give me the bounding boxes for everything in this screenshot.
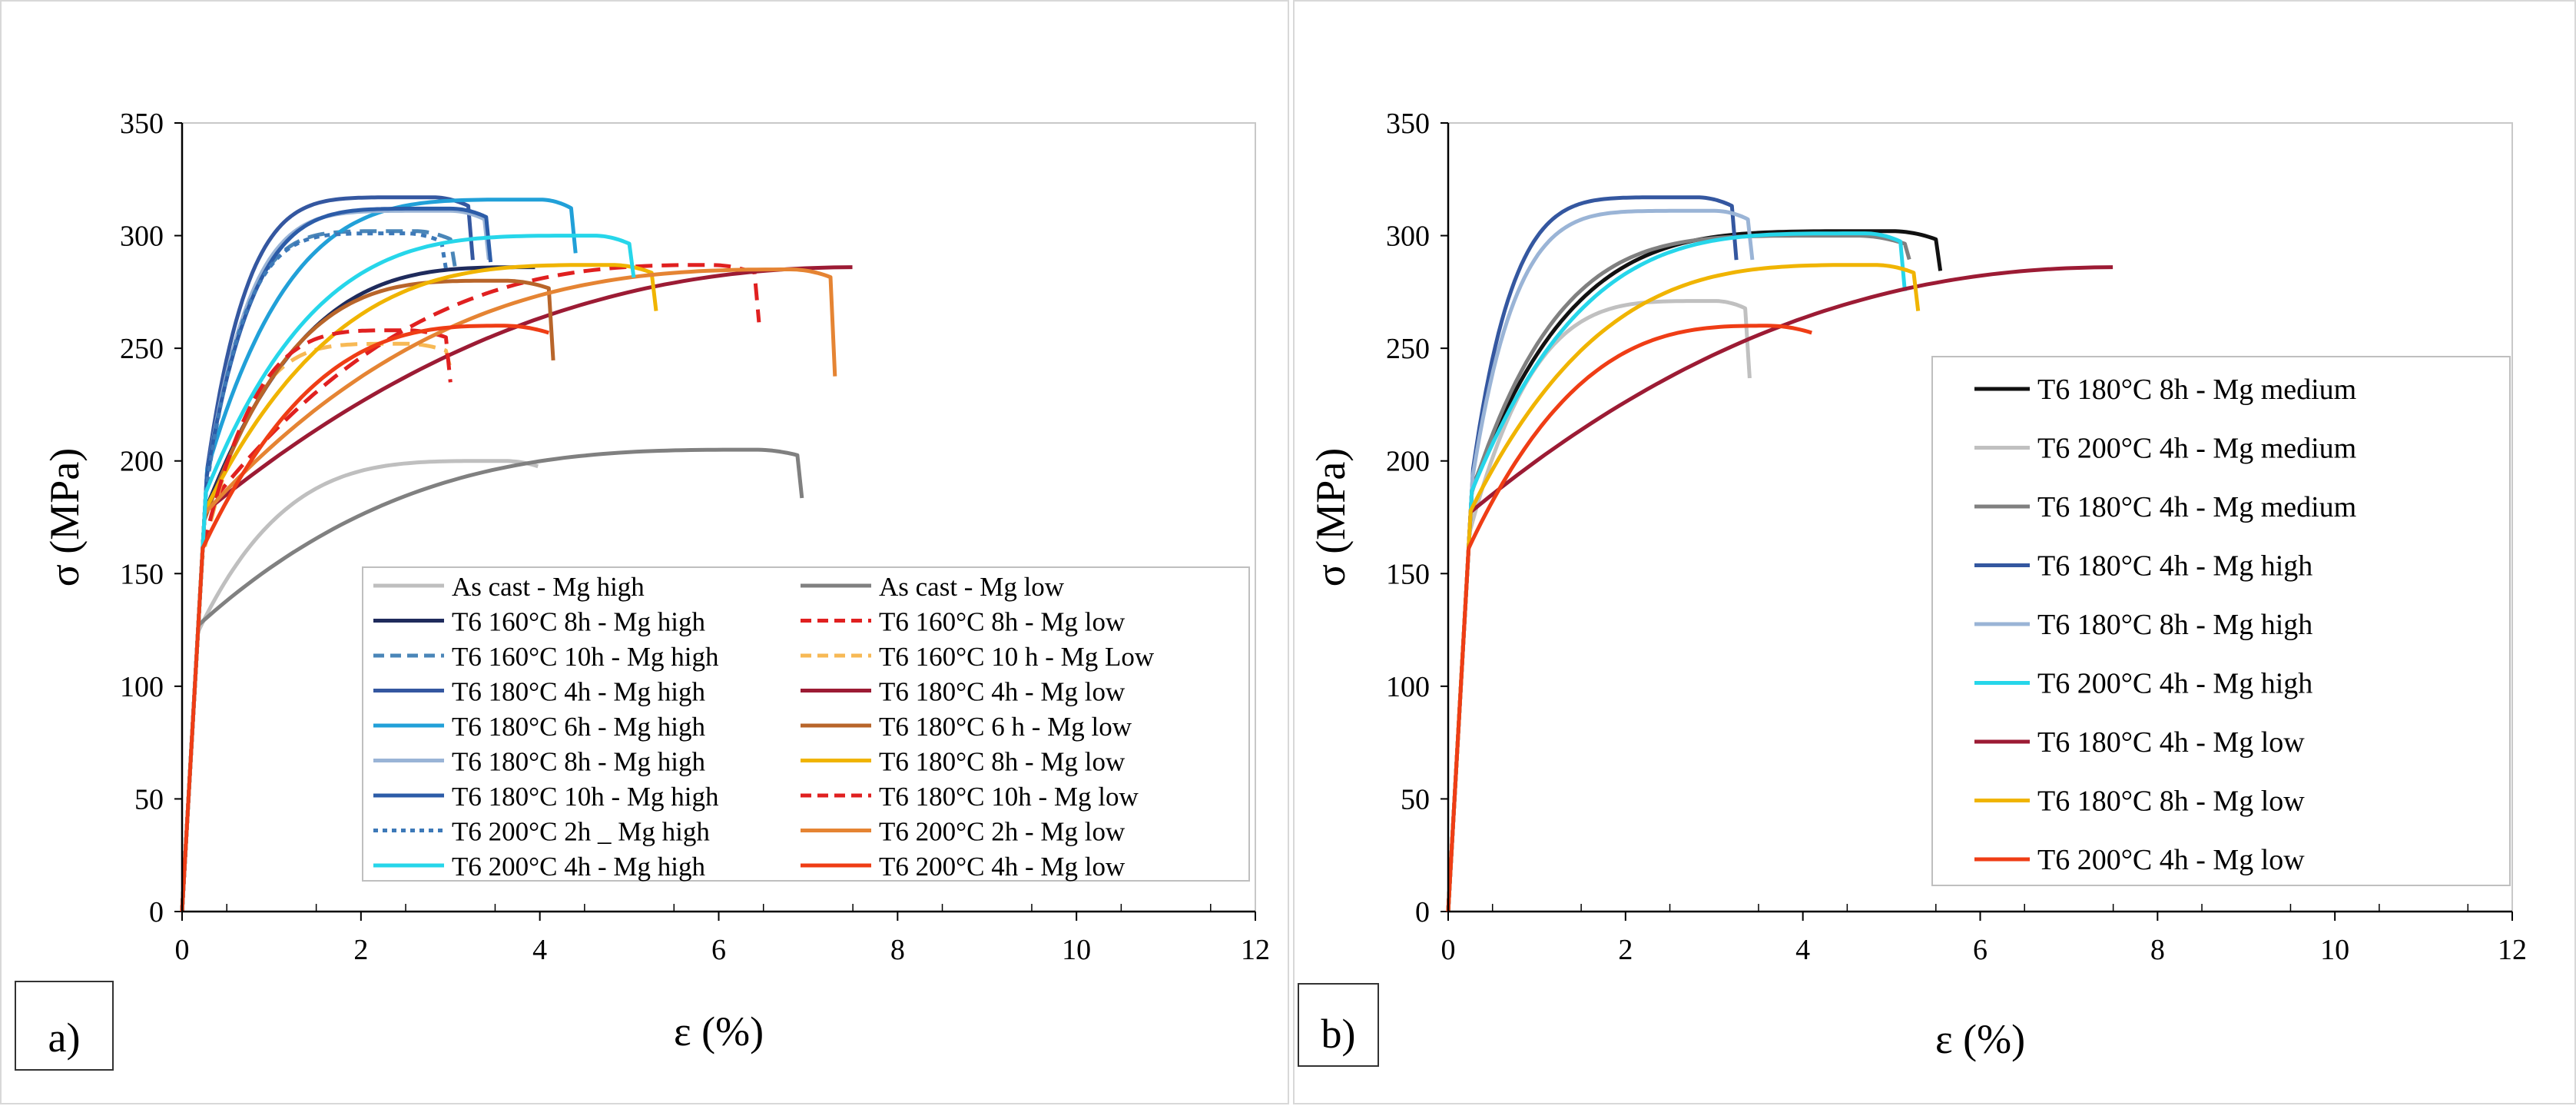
- legend-entry-label: T6 180°C 8h - Mg medium: [2037, 374, 2356, 406]
- legend-entry-label: T6 180°C 8h - Mg high: [2037, 609, 2312, 641]
- y-tick-label: 0: [149, 896, 164, 928]
- y-axis-label: σ (MPa): [1308, 448, 1354, 587]
- series-line: [180, 328, 453, 912]
- y-tick-label: 100: [1386, 671, 1430, 703]
- y-tick-label: 100: [120, 671, 164, 703]
- y-tick-label: 250: [1386, 333, 1430, 365]
- y-axis-label: σ (MPa): [41, 448, 88, 587]
- x-tick-label: 6: [711, 934, 726, 966]
- legend-entry-label: T6 180°C 8h - Mg low: [879, 747, 1126, 777]
- x-tick-label: 2: [1618, 934, 1633, 966]
- x-tick-label: 0: [1441, 934, 1456, 966]
- series-line: [180, 447, 804, 912]
- legend-entry-label: T6 200°C 2h _ Mg high: [452, 817, 710, 847]
- series-line: [1446, 324, 1812, 912]
- legend-entry-label: T6 180°C 8h - Mg high: [452, 747, 705, 777]
- panel-label: a): [48, 1015, 81, 1061]
- series-line: [1446, 208, 1755, 912]
- y-tick-label: 50: [134, 783, 164, 815]
- x-tick-label: 4: [532, 934, 547, 966]
- series-line: [1446, 234, 1911, 912]
- series-line: [180, 263, 658, 912]
- chart-panel-b: 0 50 100 150 200 250 300 350 0 2 4 6 8 10 12 ε (%) σ (MP…: [1293, 0, 2576, 1104]
- legend-entry-label: T6 200°C 4h - Mg high: [2037, 668, 2312, 700]
- series-line: [180, 278, 555, 912]
- x-tick-label: 10: [2320, 934, 2349, 966]
- series-line: [180, 324, 550, 912]
- series-line: [180, 263, 761, 912]
- x-tick-label: 12: [1241, 934, 1270, 966]
- legend-entry-label: T6 180°C 4h - Mg high: [2037, 550, 2312, 583]
- y-tick-label: 150: [1386, 558, 1430, 590]
- series-line: [1446, 195, 1739, 912]
- legend-entry-label: T6 180°C 8h - Mg low: [2037, 785, 2305, 818]
- legend-entry-label: T6 200°C 4h - Mg low: [2037, 844, 2305, 876]
- x-tick-label: 12: [2498, 934, 2527, 966]
- y-tick-label: 300: [1386, 221, 1430, 253]
- y-tick-label: 0: [1415, 896, 1430, 928]
- panel-label-box: [1298, 983, 1379, 1067]
- y-tick-label: 300: [120, 221, 164, 253]
- series-line: [1446, 231, 1907, 912]
- y-tick-label: 150: [120, 558, 164, 590]
- chart-a-svg: 0 50 100 150 200 250 300 350 0 2 4 6 8 10 12 ε (%) σ (MP…: [15, 108, 1270, 1071]
- legend-entry-label: T6 160°C 8h - Mg high: [452, 607, 705, 637]
- chart-b-svg: 0 50 100 150 200 250 300 350 0 2 4 6 8 10 12 ε (%) σ (MP…: [1298, 108, 2527, 1067]
- y-tick-label: 200: [1386, 446, 1430, 478]
- legend-box: [1931, 356, 2511, 886]
- series-line: [180, 234, 636, 912]
- legend-entry-label: T6 200°C 4h - Mg high: [452, 852, 705, 882]
- legend-entry-label: As cast - Mg high: [452, 572, 645, 602]
- series-line: [180, 206, 493, 912]
- legend-entry-label: T6 200°C 4h - Mg low: [879, 852, 1126, 882]
- x-tick-label: 4: [1795, 934, 1810, 966]
- x-axis-label: ε (%): [1935, 1016, 2025, 1062]
- series-line: [180, 459, 539, 912]
- legend-entry-label: T6 180°C 4h - Mg high: [452, 677, 705, 707]
- x-axis-label: ε (%): [674, 1008, 764, 1055]
- series-line: [180, 265, 853, 912]
- x-tick-label: 8: [890, 934, 905, 966]
- legend-entry-label: T6 200°C 2h - Mg low: [879, 817, 1126, 847]
- x-tick-label: 10: [1062, 934, 1091, 966]
- series-line: [180, 231, 448, 912]
- series-line: [180, 195, 475, 912]
- x-tick-label: 8: [2150, 934, 2165, 966]
- legend-entry-label: T6 200°C 4h - Mg medium: [2037, 433, 2356, 465]
- x-tick-label: 2: [353, 934, 368, 966]
- x-tick-label: 0: [175, 934, 190, 966]
- series-line: [180, 267, 837, 912]
- y-tick-label: 200: [120, 446, 164, 478]
- legend-entry-label: T6 180°C 4h - Mg low: [2037, 726, 2305, 759]
- y-tick-label: 350: [1386, 108, 1430, 140]
- legend-entry-label: T6 160°C 8h - Mg low: [879, 607, 1126, 637]
- series-line: [1446, 299, 1752, 912]
- series-line: [1446, 265, 2114, 912]
- legend-entry-label: T6 180°C 6 h - Mg low: [879, 712, 1132, 742]
- y-tick-label: 50: [1401, 783, 1430, 815]
- series-line: [1446, 229, 1943, 912]
- series-line: [180, 198, 578, 912]
- series-line: [1446, 263, 1921, 912]
- legend-entry-label: T6 180°C 10h - Mg low: [879, 782, 1139, 812]
- legend-entry-label: As cast - Mg low: [879, 572, 1065, 602]
- y-tick-label: 350: [120, 108, 164, 140]
- panel-label-box: [15, 981, 114, 1071]
- chart-panel-a: 0 50 100 150 200 250 300 350 0 2 4 6 8 10 12 ε (%) σ (MP…: [0, 0, 1289, 1104]
- legend-entry-label: T6 180°C 6h - Mg high: [452, 712, 705, 742]
- x-tick-label: 6: [1973, 934, 1988, 966]
- legend-entry-label: T6 160°C 10 h - Mg Low: [879, 642, 1155, 672]
- legend-entry-label: T6 180°C 4h - Mg low: [879, 677, 1126, 707]
- y-tick-label: 250: [120, 333, 164, 365]
- legend-entry-label: T6 180°C 4h - Mg medium: [2037, 491, 2356, 523]
- legend-entry-label: T6 180°C 10h - Mg high: [452, 782, 719, 812]
- panel-label: b): [1321, 1011, 1356, 1057]
- legend-entry-label: T6 160°C 10h - Mg high: [452, 642, 719, 672]
